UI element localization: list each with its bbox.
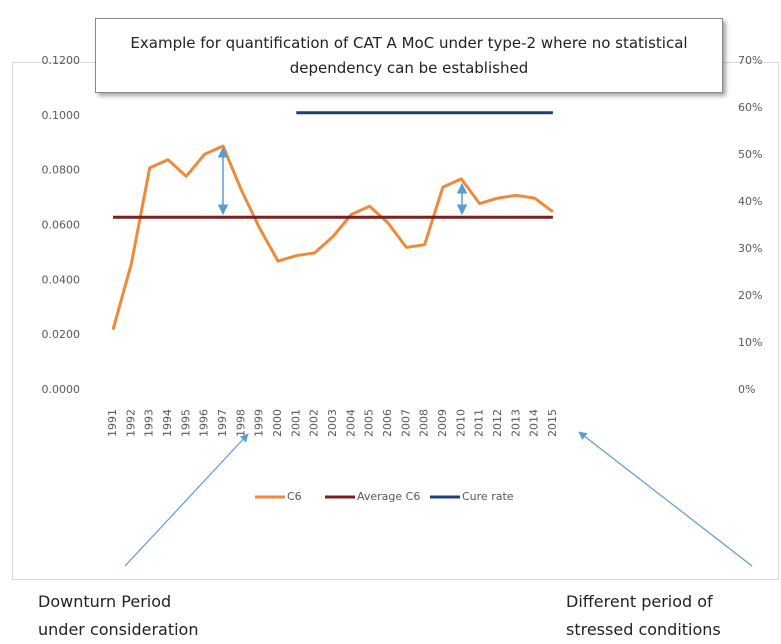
annotation-arrow [124,433,249,567]
chart-frame [12,62,779,580]
legend-label: C6 [287,490,302,503]
x-tick-label: 2013 [509,409,522,437]
x-tick-label: 2009 [436,409,449,437]
x-tick-label: 2006 [381,409,394,437]
legend-label: Cure rate [462,490,514,503]
x-tick-label: 1999 [253,409,266,437]
x-tick-label: 2002 [308,409,321,437]
x-tick-label: 2014 [528,409,541,437]
y-tick-label: 0.0000 [42,383,81,396]
y2-tick-label: 50% [738,148,762,161]
y2-tick-label: 10% [738,336,762,349]
y-tick-label: 0.0400 [42,273,81,286]
annotation: Downturn Period under consideration [38,592,199,639]
y-tick-label: 0.1200 [42,54,81,67]
x-tick-label: 1996 [198,409,211,437]
x-tick-label: 2000 [271,409,284,437]
x-tick-label: 1994 [161,409,174,437]
series-line [111,144,554,331]
x-tick-label: 1997 [216,409,229,437]
y-tick-label: 0.1000 [42,109,81,122]
y2-tick-label: 60% [738,101,762,114]
annotation-arrow [578,431,753,567]
x-tick-label: 2010 [454,409,467,437]
x-tick-label: 1993 [143,409,156,437]
x-tick-label: 2001 [289,409,302,437]
y-tick-label: 0.0800 [42,164,81,177]
y2-tick-label: 0% [738,383,755,396]
x-tick-label: 2007 [399,409,412,437]
y2-tick-label: 70% [738,54,762,67]
x-tick-label: 2004 [344,409,357,437]
chart-title: Example for quantification of CAT A MoC … [95,18,723,93]
annotation: Different period of stressed conditions [566,592,721,639]
y2-tick-label: 30% [738,242,762,255]
x-tick-label: 2011 [473,409,486,437]
x-tick-label: 2008 [418,409,431,437]
y2-tick-label: 40% [738,195,762,208]
x-tick-label: 2015 [546,409,559,437]
x-tick-label: 2003 [326,409,339,437]
x-tick-label: 2005 [363,409,376,437]
y2-tick-label: 20% [738,289,762,302]
x-tick-label: 1995 [179,409,192,437]
legend-label: Average C6 [357,490,420,503]
x-tick-label: 1991 [106,409,119,437]
x-tick-label: 1992 [124,409,137,437]
x-tick-label: 1998 [234,409,247,437]
y-tick-label: 0.0200 [42,328,81,341]
x-tick-label: 2012 [491,409,504,437]
y-tick-label: 0.0600 [42,219,81,232]
